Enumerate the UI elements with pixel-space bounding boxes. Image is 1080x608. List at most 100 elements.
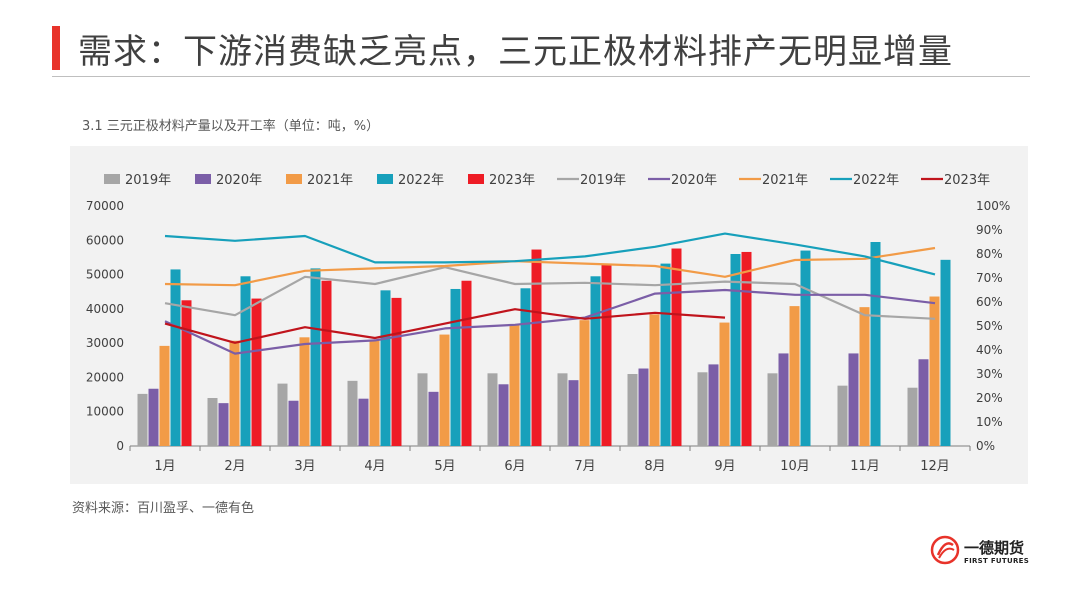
x-axis-tick-label: 3月 [294, 459, 315, 474]
bar-2023年-1月 [181, 300, 192, 446]
right-axis-tick-label: 10% [976, 415, 1003, 429]
right-axis-tick-label: 90% [976, 223, 1003, 237]
left-axis-tick-label: 20000 [86, 370, 124, 384]
bar-2023年-8月 [671, 248, 682, 446]
bar-2022年-11月 [870, 242, 881, 446]
bar-2020年-4月 [358, 398, 369, 446]
plot-background [130, 206, 970, 446]
legend-label: 2019年 [580, 173, 626, 188]
right-axis-tick-label: 70% [976, 271, 1003, 285]
bar-2023年-3月 [321, 280, 332, 446]
bar-2022年-10月 [800, 250, 811, 446]
bar-2023年-4月 [391, 297, 402, 446]
x-axis-tick-label: 4月 [364, 459, 385, 474]
logo-mark-icon [930, 535, 960, 565]
left-axis-tick-label: 30000 [86, 336, 124, 350]
bar-2023年-6月 [531, 249, 542, 446]
right-axis-tick-label: 0% [976, 439, 995, 453]
bar-2022年-12月 [940, 259, 951, 446]
bar-2019年-8月 [627, 374, 638, 446]
bar-2019年-7月 [557, 373, 568, 446]
bar-2020年-12月 [918, 359, 929, 446]
bar-2020年-1月 [148, 388, 159, 446]
bar-2021年-12月 [929, 296, 940, 446]
bar-2019年-10月 [767, 373, 778, 446]
bar-2021年-10月 [789, 306, 800, 446]
legend-label: 2020年 [671, 173, 717, 188]
bar-2022年-3月 [310, 268, 321, 446]
line-series-2022年 [164, 232, 936, 276]
bar-2020年-5月 [428, 391, 439, 446]
bar-2020年-8月 [638, 368, 649, 446]
x-axis-tick-label: 12月 [920, 459, 950, 474]
legend-label: 2023年 [489, 173, 535, 188]
bar-2021年-1月 [159, 345, 170, 446]
right-axis-tick-label: 100% [976, 199, 1010, 213]
legend-label: 2022年 [398, 173, 444, 188]
bar-2021年-7月 [579, 320, 590, 446]
bar-2021年-9月 [719, 322, 730, 446]
bar-2020年-2月 [218, 403, 229, 446]
x-axis-tick-label: 7月 [574, 459, 595, 474]
bar-2021年-8月 [649, 314, 660, 446]
x-axis-tick-label: 10月 [780, 459, 810, 474]
right-axis-tick-label: 80% [976, 247, 1003, 261]
bar-2022年-4月 [380, 290, 391, 446]
title-accent-bar [52, 26, 60, 70]
bar-2021年-4月 [369, 339, 380, 446]
bar-2020年-11月 [848, 353, 859, 446]
bar-2019年-11月 [837, 385, 848, 446]
bar-2021年-5月 [439, 334, 450, 446]
bar-2023年-7月 [601, 264, 612, 446]
legend-label: 2023年 [944, 173, 990, 188]
bar-2023年-5月 [461, 280, 472, 446]
right-axis-tick-label: 20% [976, 391, 1003, 405]
left-axis-tick-label: 60000 [86, 233, 124, 247]
bar-2022年-8月 [660, 263, 671, 446]
bar-2019年-2月 [207, 398, 218, 446]
x-axis-tick-label: 8月 [644, 459, 665, 474]
legend-label: 2021年 [307, 173, 353, 188]
legend-label: 2021年 [762, 173, 808, 188]
right-axis-tick-label: 60% [976, 295, 1003, 309]
bar-2019年-1月 [137, 393, 148, 446]
x-axis-tick-label: 2月 [224, 459, 245, 474]
bar-2020年-6月 [498, 384, 509, 446]
left-axis-tick-label: 50000 [86, 268, 124, 282]
bar-2019年-3月 [277, 383, 288, 446]
x-axis-tick-label: 11月 [850, 459, 880, 474]
bar-2021年-6月 [509, 324, 520, 446]
bar-2022年-1月 [170, 269, 181, 446]
right-axis-tick-label: 40% [976, 343, 1003, 357]
x-axis-tick-label: 9月 [714, 459, 735, 474]
line-series-2020年 [164, 288, 936, 355]
chart-subtitle: 3.1 三元正极材料产量以及开工率（单位：吨，%） [82, 119, 380, 134]
bar-2023年-2月 [251, 298, 262, 446]
bar-2019年-4月 [347, 380, 358, 446]
bar-2021年-11月 [859, 307, 870, 446]
line-series-2019年 [164, 266, 936, 320]
x-axis-tick-label: 6月 [504, 459, 525, 474]
bar-2022年-2月 [240, 276, 251, 446]
right-axis-tick-label: 50% [976, 319, 1003, 333]
bar-2022年-9月 [730, 254, 741, 446]
legend-label: 2020年 [216, 173, 262, 188]
chart-area: 0 10000 20000 30000 40000 50000 60000 70000 0% 10… [70, 146, 1028, 484]
left-axis-tick-label: 0 [116, 439, 124, 453]
source-note: 资料来源：百川盈孚、一德有色 [72, 501, 255, 516]
bar-2022年-7月 [590, 276, 601, 446]
logo-name-cn: 一德期货 [964, 539, 1025, 557]
left-axis-tick-label: 70000 [86, 199, 124, 213]
x-axis-tick-label: 5月 [434, 459, 455, 474]
bar-2023年-9月 [741, 251, 752, 446]
bar-2021年-2月 [229, 340, 240, 446]
bar-2019年-12月 [907, 387, 918, 446]
legend-swatch-bar [195, 174, 211, 184]
line-series-2021年 [164, 246, 936, 287]
page-title: 需求：下游消费缺乏亮点，三元正极材料排产无明显增量 [78, 32, 953, 72]
legend-swatch-bar [104, 174, 120, 184]
right-axis-tick-label: 30% [976, 367, 1003, 381]
bar-2019年-9月 [697, 372, 708, 446]
bar-2020年-3月 [288, 400, 299, 446]
legend-swatch-bar [377, 174, 393, 184]
